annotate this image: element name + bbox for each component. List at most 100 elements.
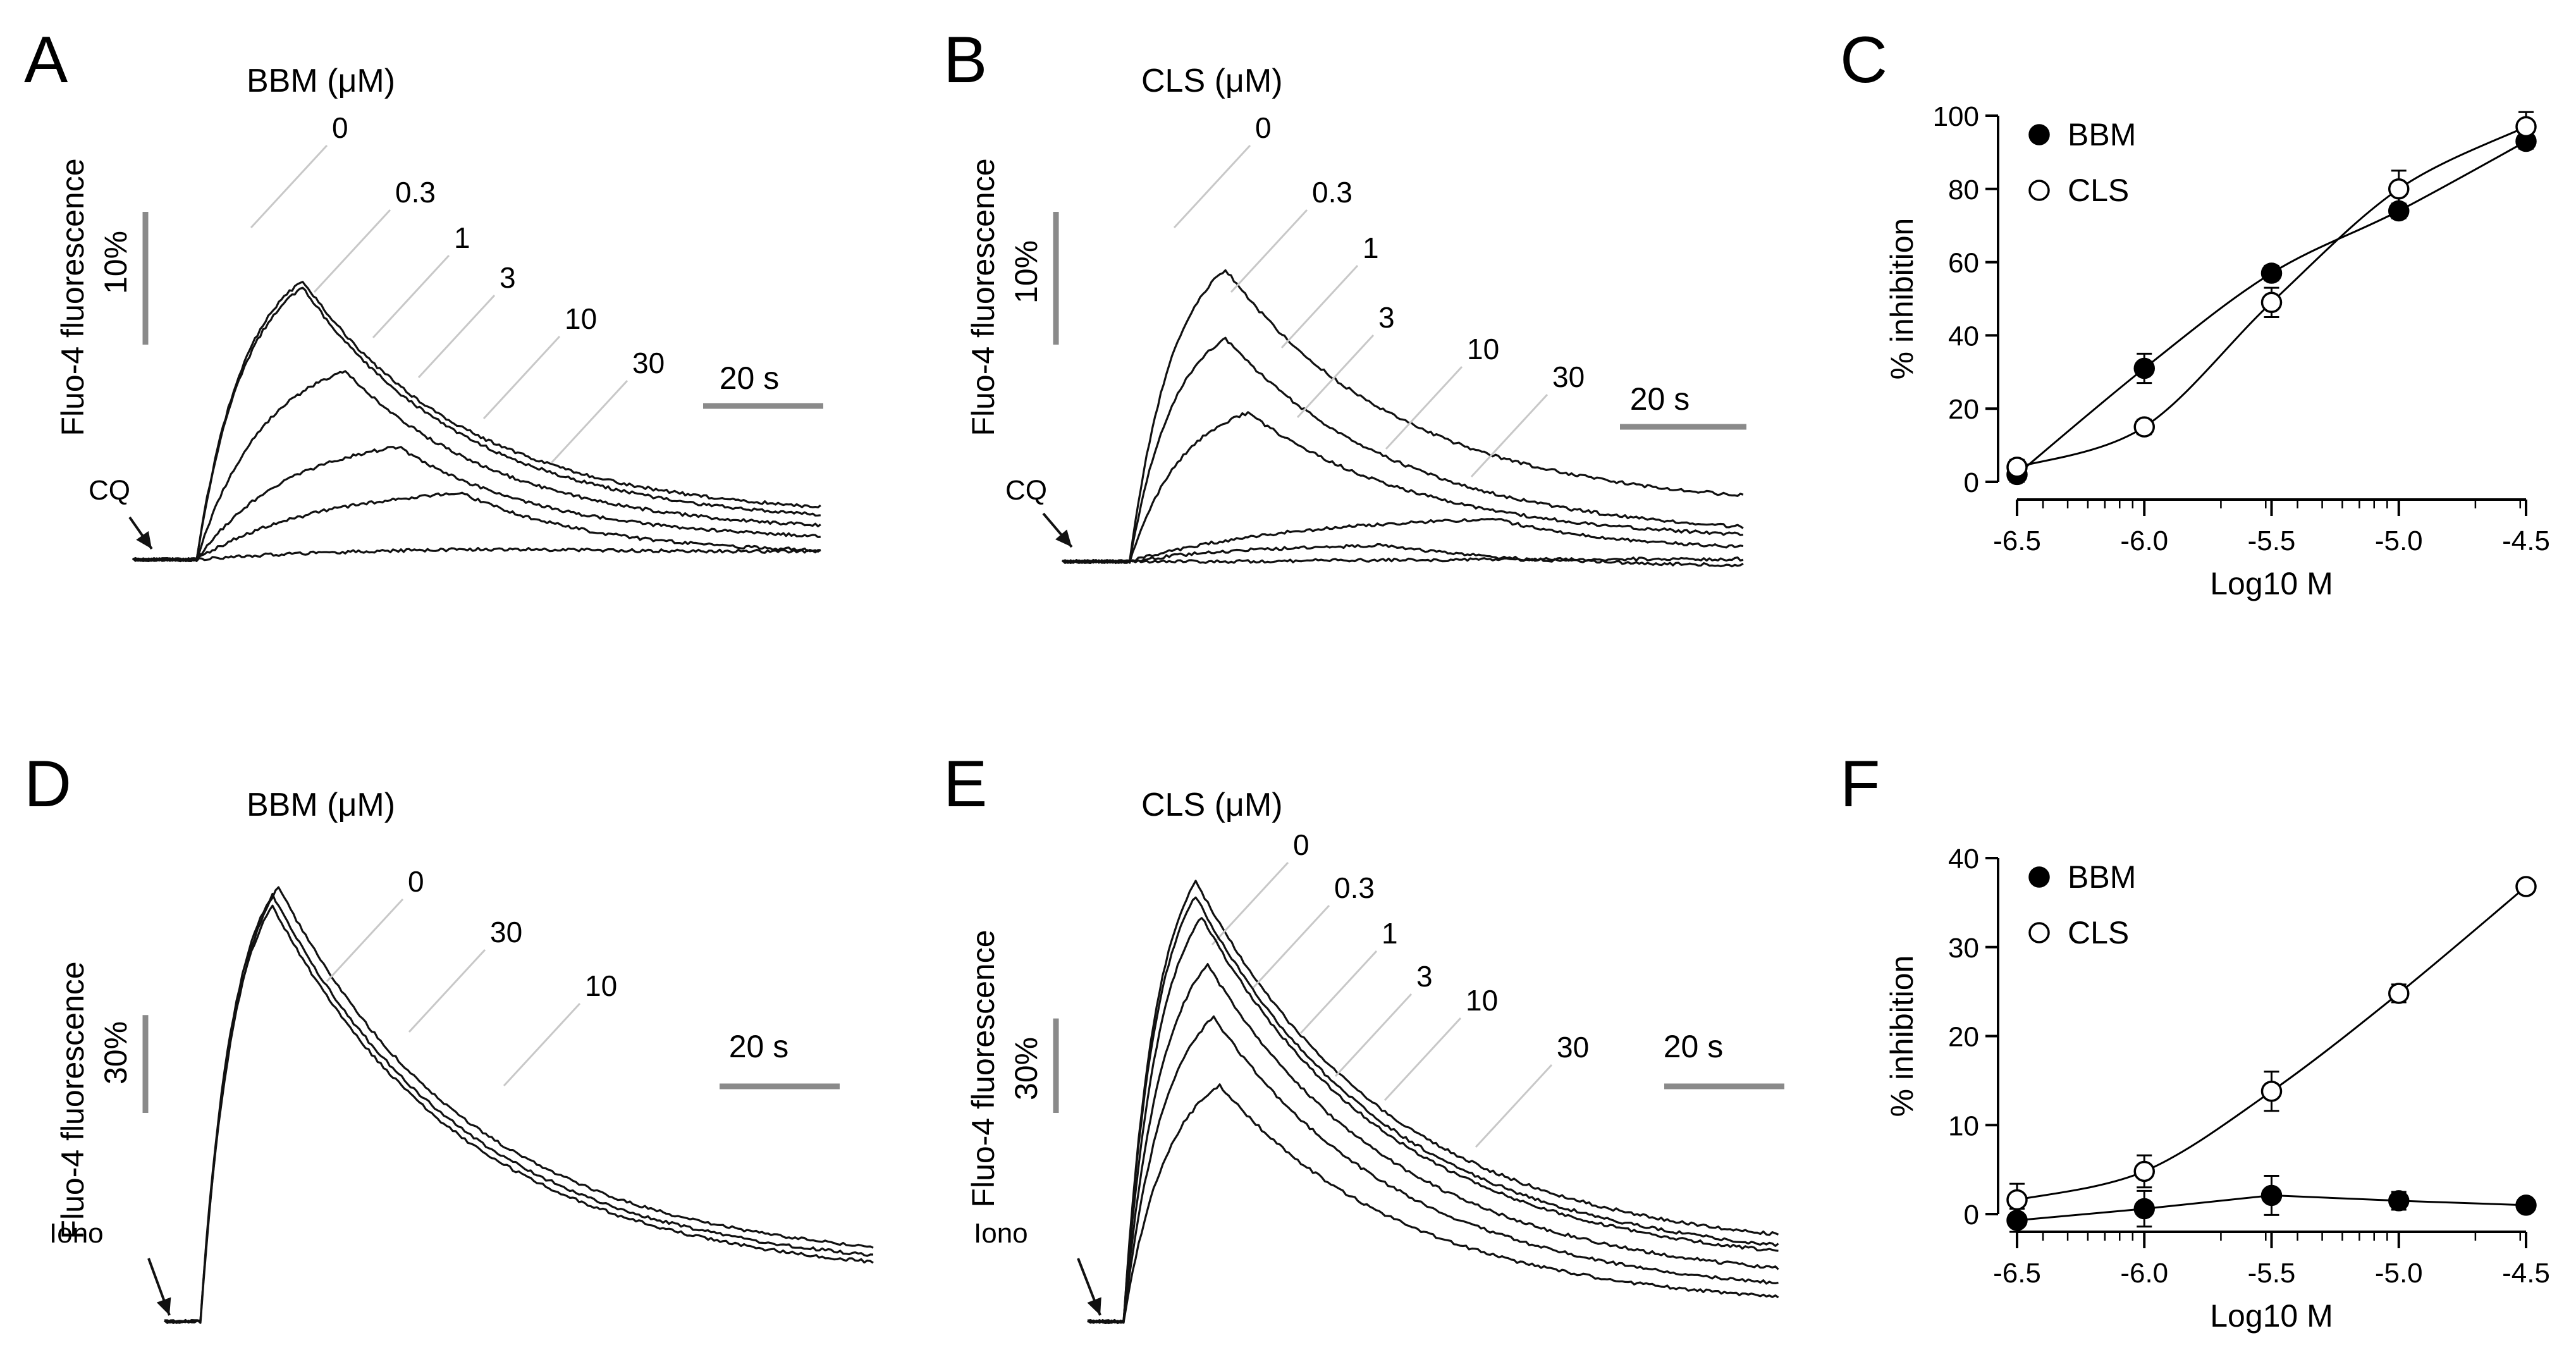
panel-a-stimulus-arrowhead <box>136 531 152 549</box>
panel-e-trace-10 <box>1087 1015 1779 1323</box>
panel-b-conc-label-1: 1 <box>1363 231 1379 264</box>
panel-d-stimulus: Iono <box>49 1218 104 1249</box>
panel-d-conc-label-30: 30 <box>490 916 522 949</box>
panel-f-point-bbm <box>2515 1194 2537 1216</box>
panel-b-traces: CLS (μM) Fluo-4 fluorescence 10% 20 s CQ… <box>966 63 1746 568</box>
panel-c-legend-label-bbm: BBM <box>2068 117 2136 152</box>
panel-d-trace-0 <box>164 886 874 1324</box>
panel-letter-e: E <box>943 747 987 821</box>
panel-b-conc-label-10: 10 <box>1467 333 1499 365</box>
panel-f-ytick-label: 20 <box>1948 1022 1979 1053</box>
panel-letter-b: B <box>943 23 987 97</box>
panel-a-trace-0 <box>132 281 821 562</box>
panel-a-traces: BBM (μM) Fluo-4 fluorescence 10% 20 s CQ… <box>55 63 823 563</box>
panel-e-stimulus: Iono <box>974 1218 1028 1249</box>
panel-b-leader-0 <box>1173 144 1251 229</box>
panel-e-hscale-label: 20 s <box>1664 1029 1724 1064</box>
panel-a-leader-0 <box>250 144 328 229</box>
panel-e-leader-0 <box>1211 861 1289 946</box>
panel-e-trace-1 <box>1087 917 1779 1324</box>
panel-c-legend-label-cls: CLS <box>2068 173 2129 208</box>
panel-f-ytick-label: 30 <box>1948 933 1979 964</box>
panel-a-conc-label-0: 0 <box>332 111 348 144</box>
panel-a-ylabel: Fluo-4 fluorescence <box>55 158 90 436</box>
panel-b-trace-30 <box>1062 556 1744 564</box>
panel-c-xtick-label: -4.5 <box>2502 525 2550 556</box>
panel-b-conc-label-0p3: 0.3 <box>1312 176 1352 209</box>
panel-f-point-cls <box>2006 1189 2028 1211</box>
panel-e-leader-30 <box>1475 1064 1553 1148</box>
panel-c-point-cls <box>2260 292 2283 314</box>
panel-b-title: CLS (μM) <box>1141 63 1283 99</box>
panel-f-point-cls <box>2515 876 2537 897</box>
panel-b-trace-0p3 <box>1062 336 1744 565</box>
panel-d-vscale-label: 30% <box>98 1021 133 1084</box>
panel-b-leader-1 <box>1280 264 1359 349</box>
panel-e-traces: CLS (μM) Fluo-4 fluorescence 30% 20 s Io… <box>966 787 1784 1325</box>
panel-f-xtick-label: -4.5 <box>2502 1258 2550 1289</box>
panel-a-leader-10 <box>482 335 561 420</box>
panel-c-ylabel: % inhibition <box>1884 218 1920 380</box>
panel-f-ytick-label: 0 <box>1964 1200 1979 1231</box>
panel-a-trace-0p3 <box>132 286 821 562</box>
panel-f-ytick-label: 40 <box>1948 844 1979 875</box>
panel-letter-f: F <box>1840 747 1880 821</box>
panel-f-xlabel: Log10 M <box>2210 1298 2333 1334</box>
panel-d-trace-30 <box>164 892 874 1324</box>
panel-a-trace-3 <box>132 446 821 562</box>
panel-c-legend-marker-cls <box>2028 180 2050 201</box>
panel-c-xtick-label: -5.5 <box>2248 525 2296 556</box>
panel-a-trace-1 <box>132 370 821 563</box>
panel-c-point-bbm <box>2260 262 2283 284</box>
panel-e-conc-label-10: 10 <box>1466 984 1498 1017</box>
panel-f-point-bbm <box>2133 1198 2155 1220</box>
panel-e-trace-30 <box>1087 1083 1779 1325</box>
panel-f-point-bbm <box>2260 1184 2283 1207</box>
panel-a-leader-1 <box>372 254 450 339</box>
panel-c-ytick-label: 60 <box>1948 248 1979 279</box>
panel-b-conc-label-30: 30 <box>1552 360 1585 393</box>
panel-b-stimulus: CQ <box>1005 475 1047 506</box>
panel-a-trace-10 <box>132 491 821 562</box>
panel-e-leader-3 <box>1334 993 1413 1078</box>
panel-a-trace-30 <box>132 546 821 562</box>
panel-c-point-bbm <box>2133 357 2155 379</box>
panel-c-point-cls <box>2006 457 2028 478</box>
panel-b-leader-30 <box>1470 393 1549 478</box>
panel-a-conc-label-0p3: 0.3 <box>395 176 436 209</box>
panel-d-stimulus-arrowhead <box>156 1297 171 1315</box>
panel-letter-c: C <box>1840 23 1887 97</box>
panel-e-title: CLS (μM) <box>1141 787 1283 823</box>
panel-a-hscale-label: 20 s <box>720 360 780 396</box>
panel-c-point-cls <box>2133 416 2155 438</box>
panel-b-hscale-label: 20 s <box>1630 381 1690 417</box>
panel-c-ytick-label: 100 <box>1933 101 1979 132</box>
panel-c-point-cls <box>2515 116 2537 138</box>
panel-e-conc-label-1: 1 <box>1382 917 1398 950</box>
panel-d-traces: BBM (μM) Fluo-4 fluorescence 30% 20 s Io… <box>49 787 874 1324</box>
panel-c-ytick-label: 80 <box>1948 175 1979 206</box>
panel-f-legend-label-bbm: BBM <box>2068 859 2136 895</box>
panel-a-title: BBM (μM) <box>247 63 395 99</box>
panel-a-conc-label-30: 30 <box>632 347 665 379</box>
panel-f-xtick-label: -5.5 <box>2248 1258 2296 1289</box>
panel-e-conc-label-30: 30 <box>1557 1031 1589 1064</box>
panel-d-conc-label-0: 0 <box>408 865 424 898</box>
panel-c-xtick-label: -6.5 <box>1993 525 2041 556</box>
panel-c-xtick-label: -6.0 <box>2120 525 2168 556</box>
panel-e-conc-label-0: 0 <box>1293 828 1309 861</box>
panel-a-conc-label-10: 10 <box>565 302 597 335</box>
panel-f-legend-marker-cls <box>2028 922 2050 943</box>
panel-e-trace-3 <box>1087 963 1779 1324</box>
panel-f-legend-label-cls: CLS <box>2068 915 2129 950</box>
panel-f-xtick-label: -5.0 <box>2375 1258 2423 1289</box>
panel-e-stimulus-arrowhead <box>1087 1297 1101 1315</box>
panel-letter-d: D <box>24 747 71 821</box>
panel-b-leader-0p3 <box>1230 209 1308 293</box>
panel-d-hscale-label: 20 s <box>729 1029 789 1064</box>
panel-a-conc-label-3: 3 <box>500 261 516 294</box>
panel-b-trace-0 <box>1061 269 1744 564</box>
panel-a-conc-label-1: 1 <box>454 221 470 254</box>
panel-b-ylabel: Fluo-4 fluorescence <box>966 158 1001 436</box>
